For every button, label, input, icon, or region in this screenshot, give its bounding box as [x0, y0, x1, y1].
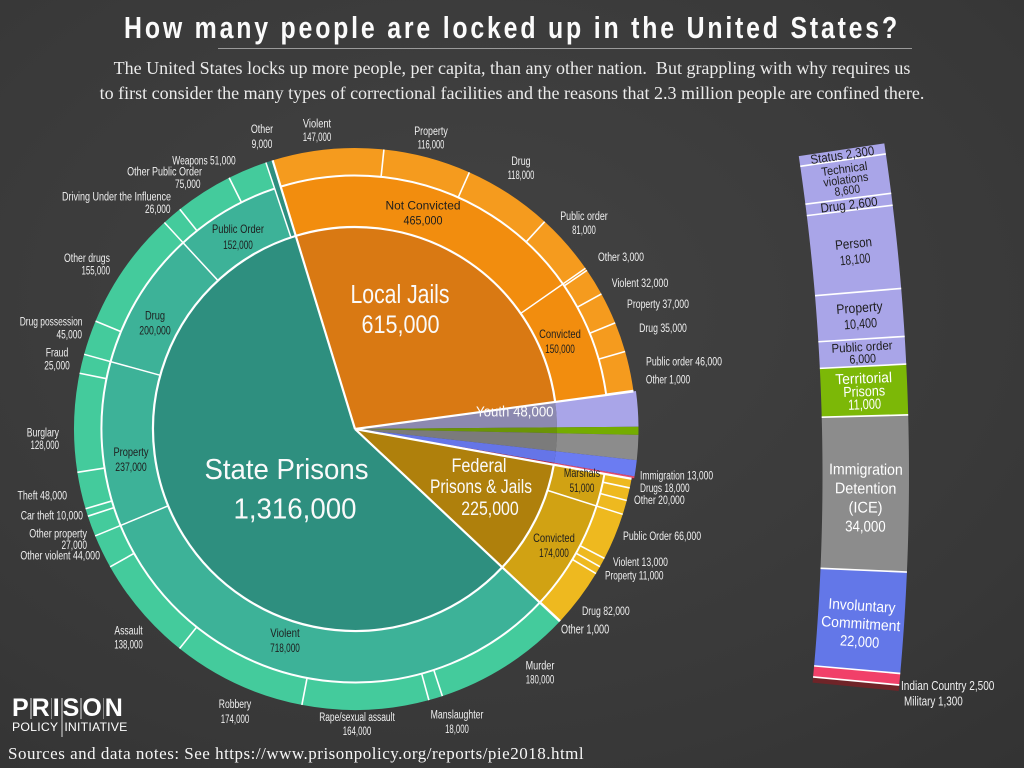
- svg-text:18,100: 18,100: [839, 250, 871, 268]
- svg-text:11,000: 11,000: [848, 397, 881, 414]
- svg-text:Federal: Federal: [452, 456, 507, 477]
- svg-text:Commitment: Commitment: [821, 613, 902, 635]
- svg-text:violations: violations: [822, 170, 869, 190]
- svg-text:225,000: 225,000: [461, 499, 519, 520]
- svg-text:147,000: 147,000: [303, 132, 332, 144]
- svg-text:26,000: 26,000: [145, 204, 171, 216]
- svg-text:Other 3,000: Other 3,000: [598, 252, 644, 264]
- svg-text:Convicted: Convicted: [533, 531, 575, 545]
- svg-text:Technical: Technical: [820, 159, 868, 179]
- svg-text:164,000: 164,000: [343, 726, 372, 738]
- svg-text:Theft 48,000: Theft 48,000: [18, 491, 68, 503]
- svg-text:Detention: Detention: [835, 480, 897, 497]
- svg-text:Convicted: Convicted: [539, 327, 581, 341]
- svg-text:128,000: 128,000: [31, 440, 60, 452]
- svg-text:Military 1,300: Military 1,300: [904, 694, 963, 709]
- svg-text:Other 1,000: Other 1,000: [561, 623, 609, 637]
- svg-text:Drug: Drug: [511, 156, 530, 168]
- svg-text:118,000: 118,000: [508, 170, 535, 182]
- svg-text:Public Order 66,000: Public Order 66,000: [623, 531, 701, 543]
- svg-text:Involuntary: Involuntary: [828, 596, 897, 617]
- svg-text:Weapons 51,000: Weapons 51,000: [172, 156, 235, 168]
- svg-text:Not Convicted: Not Convicted: [386, 199, 461, 213]
- svg-text:174,000: 174,000: [221, 714, 250, 726]
- svg-text:Other Public Order: Other Public Order: [127, 167, 202, 179]
- svg-text:Robbery: Robbery: [219, 699, 252, 711]
- svg-text:Property 11,000: Property 11,000: [605, 571, 664, 583]
- svg-text:Territorial: Territorial: [835, 370, 892, 388]
- svg-text:Indian Country 2,500: Indian Country 2,500: [901, 678, 994, 693]
- svg-text:Rape/sexual assault: Rape/sexual assault: [319, 712, 395, 724]
- svg-text:Fraud: Fraud: [46, 348, 69, 360]
- svg-text:Public Order: Public Order: [212, 222, 264, 236]
- svg-text:27,000: 27,000: [62, 540, 88, 552]
- svg-text:Public order: Public order: [831, 338, 893, 355]
- svg-text:18,000: 18,000: [445, 724, 469, 736]
- svg-text:465,000: 465,000: [404, 214, 443, 228]
- svg-text:Public order: Public order: [560, 211, 608, 223]
- svg-text:Driving Under the Influence: Driving Under the Influence: [62, 192, 171, 204]
- svg-text:Immigration 13,000: Immigration 13,000: [640, 471, 713, 483]
- svg-text:51,000: 51,000: [570, 481, 595, 495]
- svg-text:174,000: 174,000: [539, 546, 569, 560]
- svg-text:Local Jails: Local Jails: [351, 281, 450, 309]
- svg-text:Murder: Murder: [526, 661, 555, 673]
- svg-text:Other: Other: [251, 124, 273, 136]
- svg-text:(ICE): (ICE): [848, 499, 882, 516]
- svg-text:9,000: 9,000: [252, 139, 273, 151]
- svg-text:Drug: Drug: [145, 309, 165, 323]
- svg-text:Property 37,000: Property 37,000: [627, 299, 689, 311]
- svg-text:Other 20,000: Other 20,000: [634, 495, 685, 507]
- svg-text:1,316,000: 1,316,000: [234, 494, 357, 526]
- svg-text:615,000: 615,000: [362, 311, 440, 339]
- svg-text:10,400: 10,400: [844, 315, 878, 332]
- svg-text:8,600: 8,600: [834, 182, 862, 199]
- svg-text:237,000: 237,000: [115, 460, 147, 474]
- svg-text:Public order 46,000: Public order 46,000: [646, 357, 722, 369]
- svg-text:Other violent 44,000: Other violent 44,000: [20, 551, 100, 563]
- svg-text:Property: Property: [414, 126, 448, 138]
- svg-text:Drug 82,000: Drug 82,000: [582, 606, 630, 618]
- svg-text:Other drugs: Other drugs: [64, 253, 110, 265]
- svg-text:Drug possession: Drug possession: [20, 317, 83, 329]
- svg-text:Burglary: Burglary: [27, 428, 59, 440]
- svg-text:138,000: 138,000: [114, 640, 143, 652]
- svg-text:Other 1,000: Other 1,000: [646, 375, 690, 387]
- svg-text:Violent 13,000: Violent 13,000: [613, 557, 668, 569]
- svg-text:Drug 2,600: Drug 2,600: [820, 194, 879, 216]
- svg-text:Manslaughter: Manslaughter: [431, 710, 484, 722]
- svg-text:155,000: 155,000: [82, 266, 111, 278]
- svg-text:Drug 35,000: Drug 35,000: [639, 323, 687, 335]
- svg-text:Property: Property: [836, 299, 884, 317]
- svg-text:81,000: 81,000: [572, 225, 596, 237]
- svg-text:Marshals: Marshals: [564, 466, 600, 480]
- svg-text:Other property: Other property: [29, 529, 87, 541]
- svg-text:Drugs 18,000: Drugs 18,000: [640, 483, 690, 495]
- svg-text:Assault: Assault: [114, 626, 143, 638]
- svg-text:Youth 48,000: Youth 48,000: [476, 404, 554, 421]
- svg-text:180,000: 180,000: [526, 675, 555, 687]
- svg-text:Violent: Violent: [303, 119, 332, 131]
- svg-text:Prisons: Prisons: [843, 383, 885, 401]
- svg-text:Property: Property: [114, 445, 149, 459]
- svg-text:150,000: 150,000: [545, 342, 575, 356]
- svg-text:22,000: 22,000: [839, 632, 879, 652]
- svg-text:116,000: 116,000: [418, 140, 445, 152]
- svg-text:45,000: 45,000: [57, 330, 83, 342]
- svg-text:Car theft 10,000: Car theft 10,000: [21, 511, 83, 523]
- svg-text:152,000: 152,000: [223, 238, 253, 252]
- svg-text:200,000: 200,000: [139, 324, 171, 338]
- svg-text:Person: Person: [834, 234, 872, 253]
- svg-text:Violent 32,000: Violent 32,000: [612, 278, 669, 290]
- svg-text:Immigration: Immigration: [829, 461, 903, 479]
- svg-text:34,000: 34,000: [845, 518, 886, 535]
- svg-text:6,000: 6,000: [849, 351, 876, 366]
- svg-text:Prisons & Jails: Prisons & Jails: [430, 477, 532, 498]
- svg-text:State Prisons: State Prisons: [205, 454, 369, 486]
- svg-text:75,000: 75,000: [175, 179, 201, 191]
- svg-text:Violent: Violent: [270, 626, 300, 640]
- svg-text:25,000: 25,000: [44, 361, 70, 373]
- svg-text:718,000: 718,000: [270, 641, 300, 655]
